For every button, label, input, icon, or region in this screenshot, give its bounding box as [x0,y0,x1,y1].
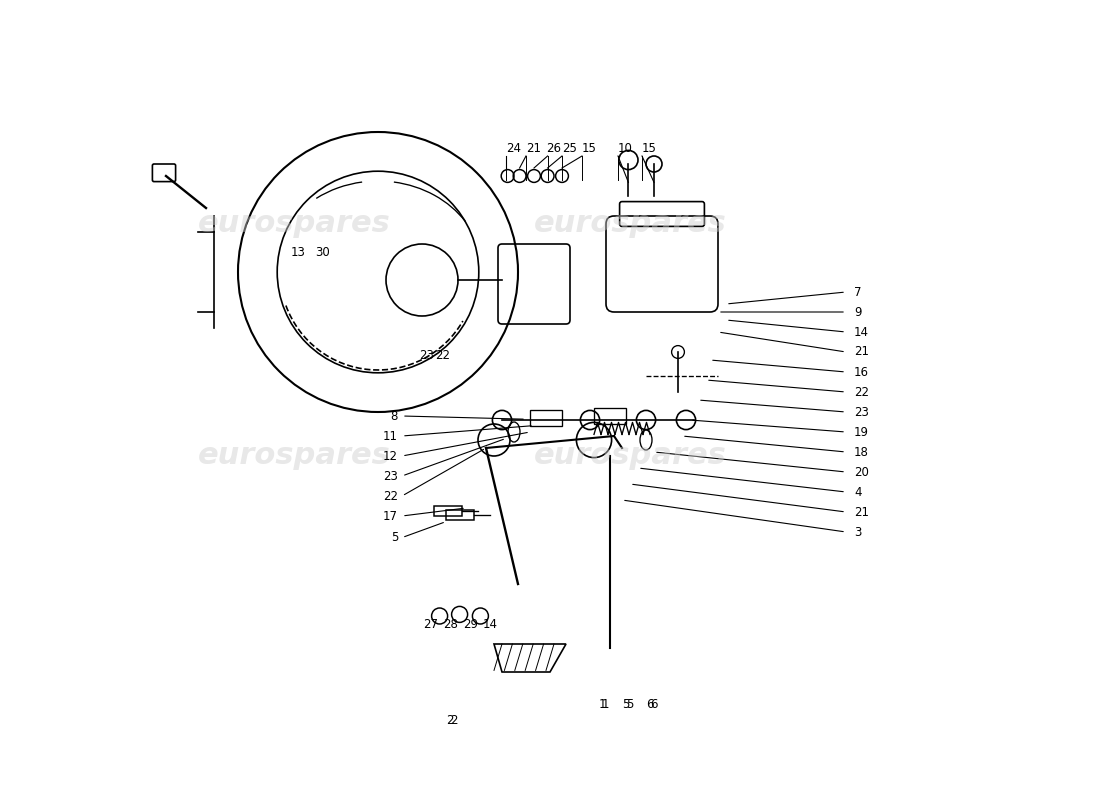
Text: 8: 8 [390,410,398,422]
Bar [594,408,626,424]
Text: 6: 6 [650,698,658,710]
Text: 1: 1 [602,698,609,710]
Text: 30: 30 [316,246,330,258]
Bar [434,506,462,516]
Text: 15: 15 [642,142,657,154]
Text: 21: 21 [854,506,869,518]
Text: 17: 17 [383,510,398,522]
Text: 24: 24 [506,142,521,154]
Text: 15: 15 [582,142,597,154]
Text: 22: 22 [854,386,869,398]
Text: 21: 21 [854,346,869,358]
Text: 6: 6 [647,698,653,710]
Text: 16: 16 [854,366,869,378]
Text: 23: 23 [419,350,435,362]
Text: 12: 12 [383,450,398,462]
Text: 2: 2 [450,714,458,726]
Text: 11: 11 [383,430,398,442]
Text: 10: 10 [618,142,632,154]
Text: eurospares: eurospares [534,442,726,470]
Text: 2: 2 [447,714,454,726]
Text: 18: 18 [854,446,869,458]
Text: 3: 3 [854,526,861,538]
Text: 29: 29 [463,618,478,630]
Bar [446,510,474,520]
Text: eurospares: eurospares [198,210,390,238]
Bar [530,410,562,426]
Text: 13: 13 [292,246,306,258]
Text: 5: 5 [626,698,634,710]
Text: 14: 14 [483,618,498,630]
Text: eurospares: eurospares [198,442,390,470]
Text: 9: 9 [854,306,861,318]
Text: 22: 22 [434,350,450,362]
Text: 27: 27 [424,618,438,630]
Text: 22: 22 [383,490,398,502]
Text: 7: 7 [854,286,861,298]
Text: 23: 23 [854,406,869,418]
Text: 4: 4 [854,486,861,498]
Text: 26: 26 [546,142,561,154]
Text: 14: 14 [854,326,869,338]
Text: 25: 25 [562,142,576,154]
Text: 5: 5 [390,531,398,544]
Text: 20: 20 [854,466,869,478]
Text: 21: 21 [526,142,541,154]
Text: 23: 23 [383,470,398,482]
Text: 1: 1 [598,698,606,710]
Text: 28: 28 [443,618,458,630]
Text: 19: 19 [854,426,869,438]
Text: eurospares: eurospares [534,210,726,238]
Text: 5: 5 [623,698,629,710]
